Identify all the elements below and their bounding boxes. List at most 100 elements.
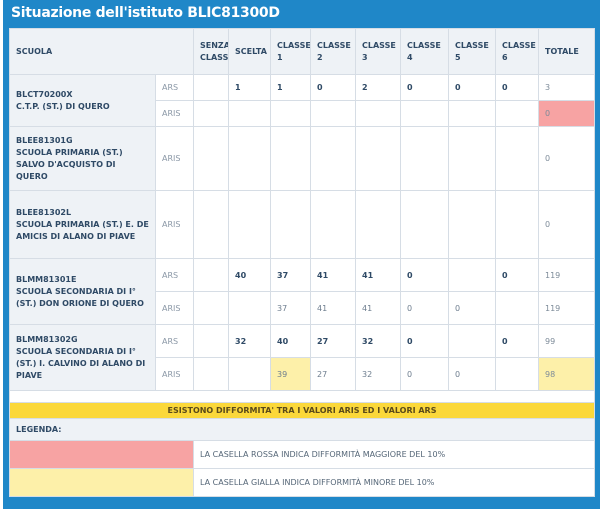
school-cell: BLMM81301E SCUOLA SECONDARIA DI I° (ST.) … (9, 258, 156, 325)
value-cell (270, 100, 311, 127)
value-cell (495, 126, 539, 191)
value-cell: 119 (538, 291, 595, 325)
value-cell (495, 357, 539, 391)
value-cell: 0 (495, 258, 539, 292)
value-cell (355, 100, 401, 127)
value-cell (270, 126, 311, 191)
value-cell: 99 (538, 324, 595, 358)
type-cell: ARIS (155, 291, 194, 325)
type-cell: ARIS (155, 126, 194, 191)
value-cell (228, 190, 271, 259)
value-cell: 32 (355, 357, 401, 391)
value-cell (310, 100, 356, 127)
value-cell (228, 291, 271, 325)
spacer-row (9, 390, 595, 403)
school-code: BLMM81301E (16, 274, 77, 284)
value-cell: 0 (448, 357, 496, 391)
value-cell: 41 (310, 291, 356, 325)
value-cell (270, 190, 311, 259)
value-cell: 0 (400, 291, 449, 325)
value-cell (193, 74, 229, 101)
value-cell (355, 190, 401, 259)
legend-swatch (9, 440, 194, 469)
value-cell (400, 190, 449, 259)
value-cell: 32 (228, 324, 271, 358)
type-cell: ARS (155, 324, 194, 358)
value-cell (193, 357, 229, 391)
value-cell: 32 (355, 324, 401, 358)
value-cell: 0 (495, 74, 539, 101)
school-code: BLEE81302L (16, 207, 72, 217)
type-cell: ARS (155, 74, 194, 101)
value-cell (448, 126, 496, 191)
school-cell: BLEE81302L SCUOLA PRIMARIA (ST.) E. DE AM… (9, 190, 156, 259)
value-cell: 0 (495, 324, 539, 358)
school-code: BLEE81301G (16, 135, 73, 145)
value-cell (448, 258, 496, 292)
value-cell (448, 190, 496, 259)
legend-row: LA CASELLA ROSSA INDICA DIFFORMITÀ MAGGI… (9, 440, 595, 469)
value-cell: 0 (400, 258, 449, 292)
type-cell: ARIS (155, 190, 194, 259)
school-cell: BLMM81302G SCUOLA SECONDARIA DI I° (ST.) … (9, 324, 156, 391)
value-cell (495, 100, 539, 127)
value-cell: 0 (400, 324, 449, 358)
panel: Situazione dell'istituto BLIC81300D SCUO… (3, 0, 600, 509)
value-cell: 119 (538, 258, 595, 292)
legend-title: LEGENDA: (9, 418, 595, 441)
value-cell: 1 (228, 74, 271, 101)
column-header: CLASSE 5 (448, 28, 496, 75)
legend-row: LA CASELLA GIALLA INDICA DIFFORMITÀ MINO… (9, 468, 595, 497)
value-cell (228, 126, 271, 191)
value-cell (193, 100, 229, 127)
type-cell: ARIS (155, 100, 194, 127)
school-cell: BLCT70200X C.T.P. (ST.) DI QUERO (9, 74, 156, 127)
value-cell (400, 100, 449, 127)
value-cell (193, 190, 229, 259)
legend-text: LA CASELLA GIALLA INDICA DIFFORMITÀ MINO… (193, 468, 595, 497)
value-cell: 0 (538, 126, 595, 191)
value-cell: 1 (270, 74, 311, 101)
value-cell (228, 357, 271, 391)
value-cell (193, 291, 229, 325)
value-cell (495, 190, 539, 259)
school-code: BLCT70200X (16, 89, 73, 99)
value-cell: 0 (448, 74, 496, 101)
school-name: SCUOLA PRIMARIA (ST.) E. DE AMICIS DI AL… (16, 219, 149, 241)
value-cell (193, 126, 229, 191)
value-cell (448, 324, 496, 358)
spacer-cell (9, 390, 595, 403)
value-cell: 40 (228, 258, 271, 292)
column-header: SENZA CLASSE (193, 28, 229, 75)
value-cell: 27 (310, 357, 356, 391)
value-cell: 41 (355, 291, 401, 325)
school-name: SCUOLA SECONDARIA DI I° (ST.) I. CALVINO… (16, 346, 146, 380)
legend-title-row: LEGENDA: (9, 418, 595, 441)
table-row: ARIS 37 41 41 0 0 119 (10, 291, 595, 325)
value-cell: 27 (310, 324, 356, 358)
column-header: CLASSE 2 (310, 28, 356, 75)
value-cell: 41 (355, 258, 401, 292)
table-body: BLCT70200X C.T.P. (ST.) DI QUERO ARS 1 1 0 2 0 0… (9, 74, 595, 497)
value-cell: 0 (448, 291, 496, 325)
value-cell: 0 (538, 100, 595, 127)
column-header: CLASSE 6 (495, 28, 539, 75)
value-cell (495, 291, 539, 325)
value-cell (193, 324, 229, 358)
value-cell (310, 190, 356, 259)
school-name: SCUOLA SECONDARIA DI I° (ST.) DON ORIONE… (16, 286, 144, 308)
value-cell: 37 (270, 291, 311, 325)
value-cell (448, 100, 496, 127)
value-cell: 0 (310, 74, 356, 101)
column-header: SCUOLA (9, 28, 194, 75)
value-cell: 0 (400, 74, 449, 101)
value-cell (310, 126, 356, 191)
table-row: BLEE81302L SCUOLA PRIMARIA (ST.) E. DE AM… (9, 190, 595, 259)
column-header: TOTALE (538, 28, 595, 75)
value-cell: 37 (270, 258, 311, 292)
column-header: CLASSE 1 (270, 28, 311, 75)
type-cell: ARIS (155, 357, 194, 391)
panel-title: Situazione dell'istituto BLIC81300D (11, 5, 280, 21)
value-cell: 98 (538, 357, 595, 391)
